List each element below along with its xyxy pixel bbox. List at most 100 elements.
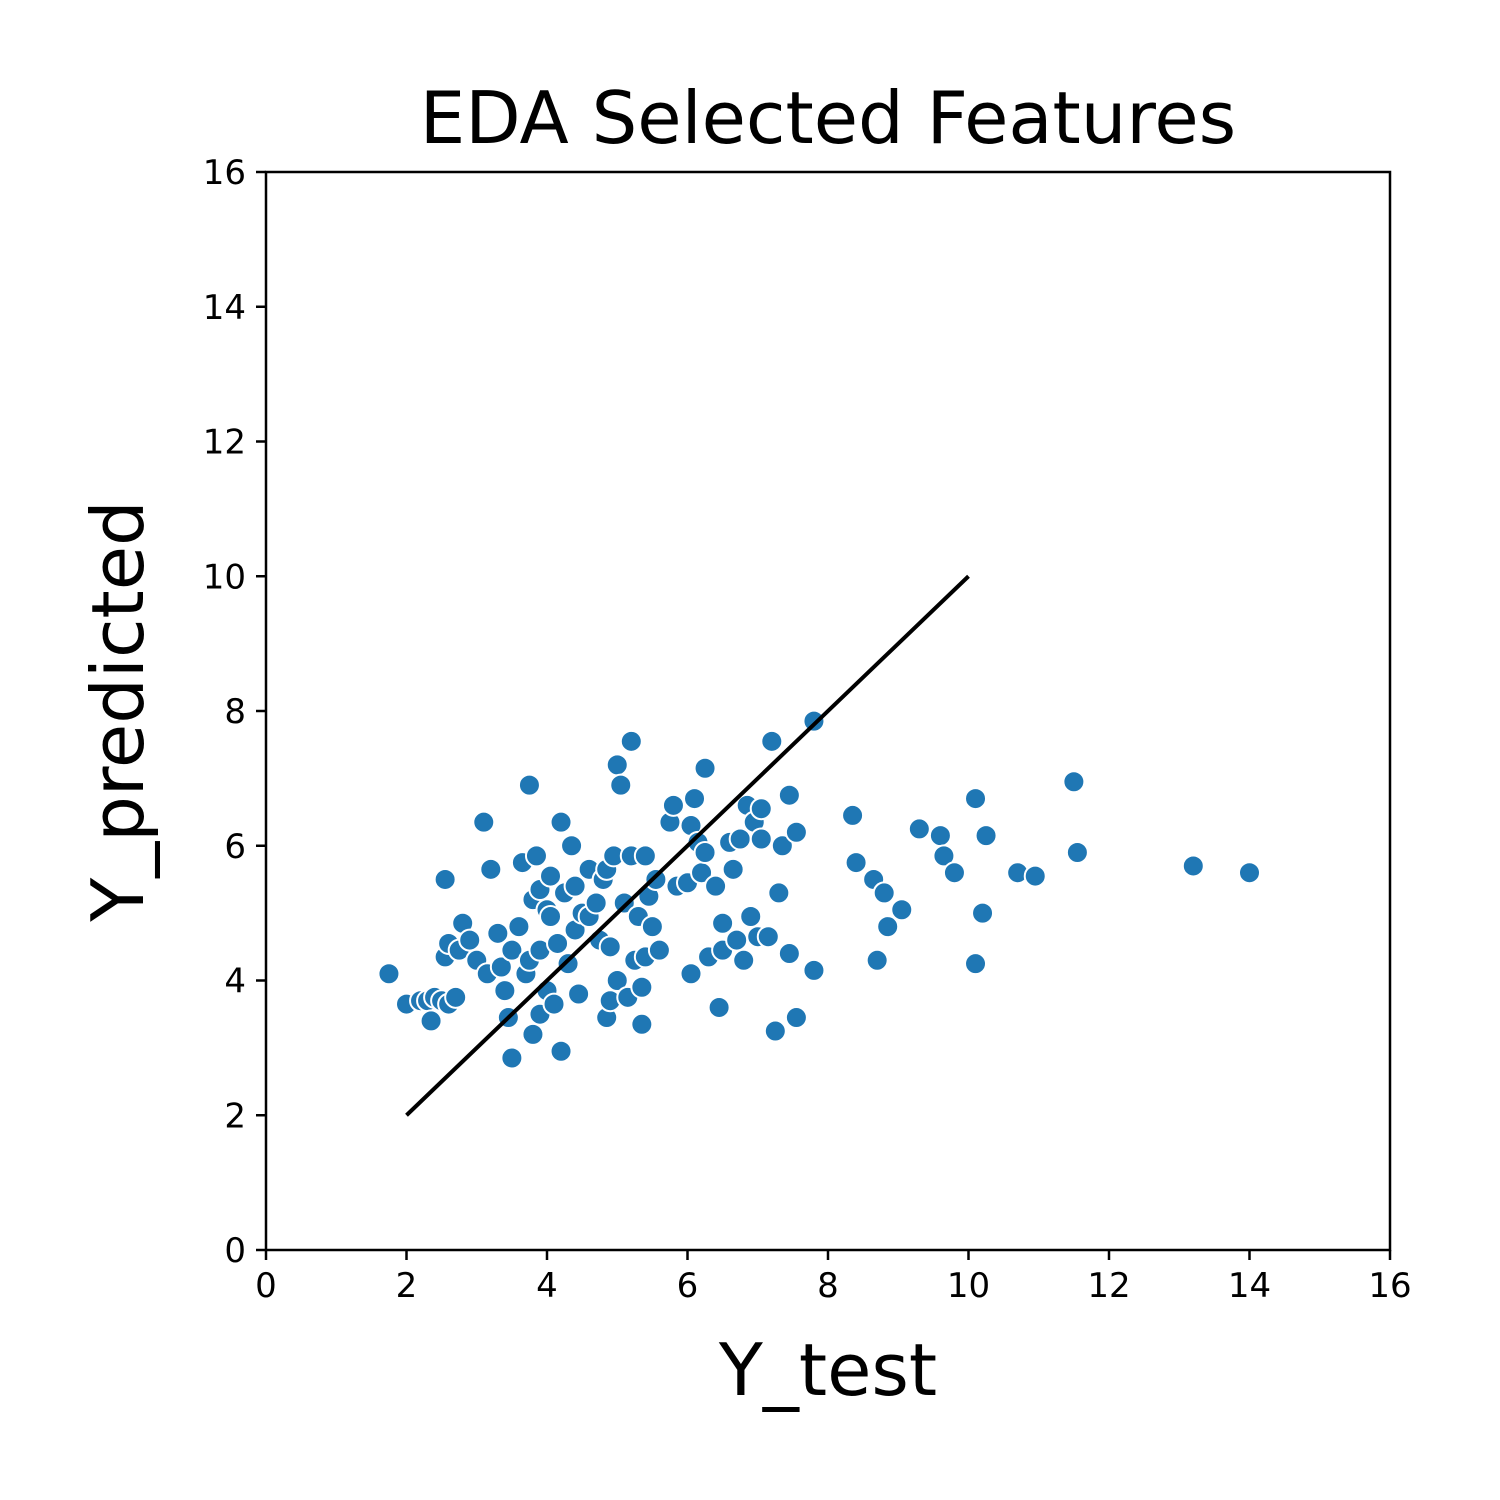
data-point	[661, 793, 685, 817]
data-point	[777, 942, 801, 966]
data-point	[749, 797, 773, 821]
y-axis-label: Y_predicted	[76, 500, 160, 923]
data-point	[844, 851, 868, 875]
data-point	[932, 844, 956, 868]
x-tick-label: 12	[1087, 1266, 1130, 1306]
data-point	[542, 992, 566, 1016]
data-point	[546, 931, 570, 955]
data-point	[802, 709, 826, 733]
x-tick-label: 14	[1228, 1266, 1271, 1306]
data-point	[693, 756, 717, 780]
y-tick-label: 14	[203, 288, 246, 328]
data-point	[770, 834, 794, 858]
data-point	[605, 753, 629, 777]
data-point	[507, 915, 531, 939]
data-point	[598, 935, 622, 959]
data-point	[784, 1006, 808, 1030]
data-point	[784, 820, 808, 844]
data-point	[1238, 861, 1261, 885]
data-point	[640, 915, 664, 939]
data-point	[563, 874, 587, 898]
data-point	[928, 824, 952, 848]
data-point	[841, 803, 865, 827]
data-point	[630, 1012, 654, 1036]
data-point	[524, 844, 548, 868]
data-point	[739, 904, 763, 928]
data-point	[630, 975, 654, 999]
y-tick-label: 12	[203, 423, 246, 463]
data-point	[489, 955, 513, 979]
data-point	[964, 952, 988, 976]
data-point	[964, 787, 988, 811]
data-point	[802, 958, 826, 982]
data-point	[377, 962, 401, 986]
data-point	[619, 729, 643, 753]
data-point	[1181, 854, 1205, 878]
data-point	[549, 1039, 573, 1063]
data-point	[1023, 864, 1047, 888]
data-point	[458, 928, 482, 952]
data-point	[865, 948, 889, 972]
x-tick-label: 0	[255, 1266, 277, 1306]
data-point	[767, 881, 791, 905]
data-point	[872, 881, 896, 905]
data-point	[493, 979, 517, 1003]
data-point	[760, 729, 784, 753]
y-tick-label: 16	[203, 153, 246, 193]
data-point	[725, 928, 749, 952]
data-point	[728, 827, 752, 851]
data-point	[711, 911, 735, 935]
data-point	[693, 840, 717, 864]
x-tick-label: 10	[947, 1266, 990, 1306]
data-point	[539, 864, 563, 888]
data-point	[584, 891, 608, 915]
data-point	[556, 952, 580, 976]
data-point	[1065, 840, 1089, 864]
data-point	[479, 857, 503, 881]
data-point	[500, 1046, 524, 1070]
x-tick-label: 8	[817, 1266, 839, 1306]
data-point	[732, 948, 756, 972]
x-tick-label: 2	[396, 1266, 418, 1306]
reference-line-layer	[405, 574, 970, 1117]
y-tick-label: 0	[224, 1231, 246, 1271]
data-point	[647, 938, 671, 962]
data-point	[521, 1022, 545, 1046]
data-points	[377, 709, 1261, 1070]
data-point	[486, 921, 510, 945]
reference-line	[405, 574, 970, 1117]
y-tick-label: 2	[224, 1096, 246, 1136]
data-point	[721, 857, 745, 881]
x-tick-label: 16	[1368, 1266, 1411, 1306]
y-tick-label: 4	[224, 962, 246, 1002]
data-point	[539, 904, 563, 928]
data-point	[560, 834, 584, 858]
data-point	[612, 891, 636, 915]
data-point	[567, 982, 591, 1006]
x-tick-label: 6	[677, 1266, 699, 1306]
x-axis-ticks: 0 2 4 6 8 10 12 14 16	[255, 1250, 1412, 1306]
data-point	[517, 773, 541, 797]
data-point	[756, 925, 780, 949]
data-point	[679, 962, 703, 986]
x-tick-label: 4	[536, 1266, 558, 1306]
y-axis-ticks: 0 2 4 6 8 10 12 14 16	[203, 153, 266, 1271]
data-point	[749, 827, 773, 851]
data-point	[444, 985, 468, 1009]
data-point	[971, 901, 995, 925]
data-point	[633, 844, 657, 868]
data-point	[419, 1009, 443, 1033]
data-point	[777, 783, 801, 807]
x-axis-label: Y_test	[718, 1328, 937, 1412]
data-point	[500, 938, 524, 962]
data-point	[763, 1019, 787, 1043]
data-point	[974, 824, 998, 848]
data-point	[605, 969, 629, 992]
data-point	[609, 773, 633, 797]
data-point	[644, 867, 668, 891]
y-tick-label: 10	[203, 557, 246, 597]
y-tick-label: 6	[224, 827, 246, 867]
data-point	[890, 898, 914, 922]
data-point	[472, 810, 496, 834]
